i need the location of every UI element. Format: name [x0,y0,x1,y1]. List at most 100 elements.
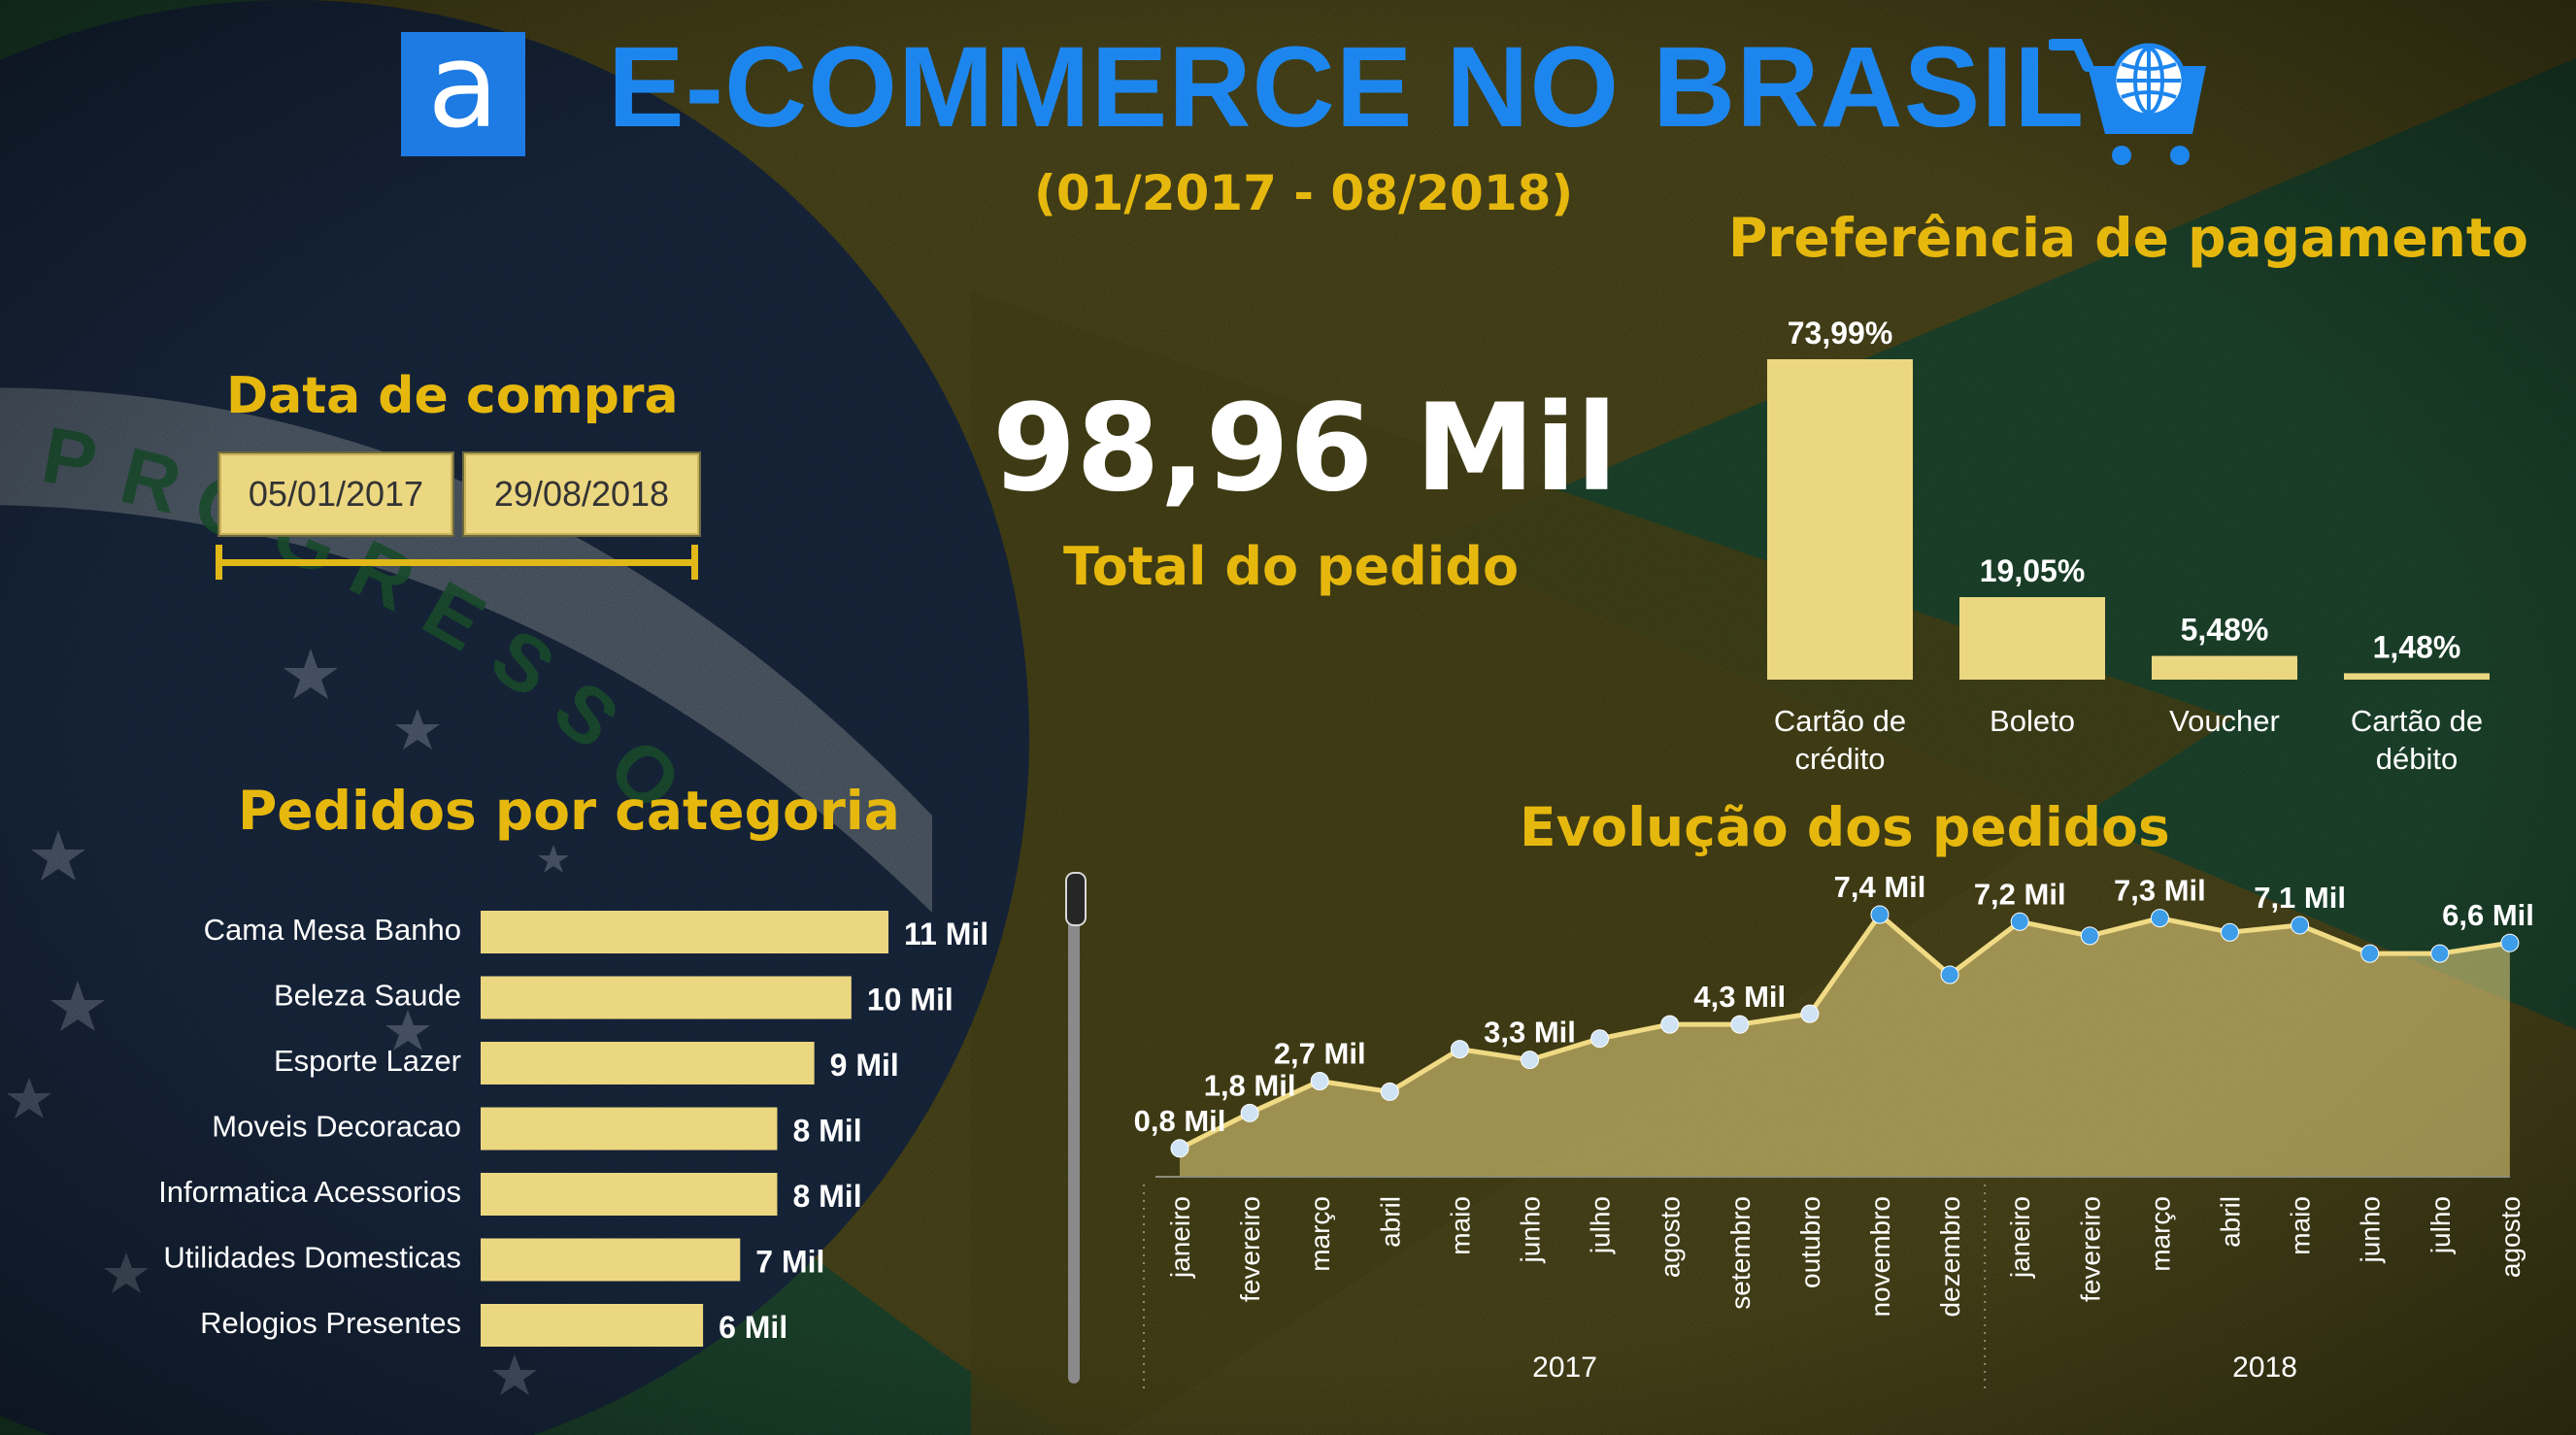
payment-bar [1767,359,1913,680]
month-tick-label: junho [2356,1196,2386,1264]
evolution-point [2010,912,2029,931]
total-orders-label: Total do pedido [1063,536,1520,597]
month-tick-label: novembro [1865,1196,1895,1318]
evolution-point [1590,1029,1610,1049]
date-filter-title: Data de compra [226,367,679,425]
evolution-point [2080,926,2099,946]
payment-category-label: débito [2376,742,2458,776]
category-label: Cama Mesa Banho [204,913,461,947]
category-bar [481,976,852,1019]
logo-letter: a [427,19,499,154]
payment-bar-chart: 73,99% Cartão de crédito 19,05% Boleto 5,48% V… [1767,316,2490,776]
payment-category-label: Voucher [2169,704,2280,738]
total-orders-value: 98,96 Mil [992,379,1618,518]
evolution-point-label: 2,7 Mil [1274,1036,1366,1070]
payment-bar-label: 73,99% [1788,316,1893,350]
payment-bar [2152,655,2297,680]
category-label: Beleza Saude [274,979,461,1013]
evolution-point-label: 7,3 Mil [2114,874,2206,908]
evolution-point-label: 3,3 Mil [1484,1016,1576,1050]
category-bar [481,1238,741,1282]
evolution-point [1521,1051,1539,1070]
evolution-point [2291,916,2310,935]
category-bar-chart: Cama Mesa Banho 11 Mil Beleza Saude 10 Mil E… [158,911,988,1347]
evolution-point [1310,1071,1329,1090]
month-tick-label: janeiro [2005,1196,2035,1279]
evolution-point [1870,905,1890,924]
category-bar-label: 7 Mil [755,1245,824,1280]
month-tick-label: agosto [1656,1196,1686,1278]
evolution-point [1380,1082,1399,1101]
month-tick-label: fevereiro [1235,1196,1265,1302]
evolution-point [1240,1103,1259,1122]
payment-category-label: Cartão de [2351,704,2483,738]
evolution-point [2500,933,2520,952]
evolution-point-label: 4,3 Mil [1693,980,1786,1014]
payment-category-label: crédito [1794,742,1885,776]
evolution-point [1940,965,1959,984]
month-tick-label: julho [2425,1196,2456,1254]
evolution-point [2360,944,2380,963]
month-tick-label: abril [1375,1196,1405,1248]
date-slider-end-handle[interactable] [691,545,698,580]
category-bar-label: 9 Mil [830,1048,899,1083]
category-label: Informatica Acessorios [158,1175,461,1209]
evolution-point [1170,1139,1189,1158]
category-label: Esporte Lazer [274,1044,461,1078]
period-subtitle: (01/2017 - 08/2018) [1034,165,1574,221]
brand-logo: a [401,19,525,156]
month-tick-label: outubro [1795,1196,1825,1288]
payment-bar [2344,673,2490,680]
evolution-chart-title: Evolução dos pedidos [1520,796,2170,858]
page-title: E-COMMERCE NO BRASIL [608,23,2086,151]
category-bar-label: 11 Mil [904,917,988,951]
evolution-point-label: 1,8 Mil [1204,1068,1296,1102]
payment-bar-label: 5,48% [2181,613,2269,648]
category-chart-title: Pedidos por categoria [238,780,900,842]
evolution-point-label: 7,2 Mil [1974,877,2066,911]
month-tick-label: março [2145,1196,2175,1272]
month-tick-label: fevereiro [2075,1196,2105,1302]
category-label: Moveis Decoracao [212,1110,461,1144]
date-range-slider[interactable] [219,559,695,566]
payment-bar-label: 19,05% [1980,553,2086,588]
category-label: Utilidades Domesticas [163,1241,461,1275]
category-bar-label: 8 Mil [792,1179,861,1214]
payment-chart-title: Preferência de pagamento [1728,207,2528,269]
category-label: Relogios Presentes [200,1306,461,1340]
evolution-point-label: 7,4 Mil [1834,874,1926,904]
evolution-point-label: 7,1 Mil [2254,881,2346,915]
category-bar [481,1042,815,1085]
payment-bar-label: 1,48% [2373,629,2461,664]
month-tick-label: junho [1516,1196,1546,1264]
evolution-area [1180,915,2510,1177]
evolution-point-label: 0,8 Mil [1134,1104,1226,1138]
year-group-label: 2018 [2232,1352,2297,1384]
category-bar-label: 10 Mil [867,983,953,1018]
year-group-label: 2017 [1532,1352,1597,1384]
category-bar-label: 8 Mil [792,1114,861,1149]
shopping-cart-globe-icon [2049,39,2206,165]
month-tick-label: maio [2286,1196,2316,1255]
evolution-point [2430,944,2450,963]
month-tick-label: agosto [2495,1196,2526,1278]
month-tick-label: março [1305,1196,1335,1272]
month-tick-label: setembro [1725,1196,1756,1310]
evolution-point [1450,1040,1469,1059]
month-tick-label: maio [1445,1196,1475,1255]
date-slider-start-handle[interactable] [216,545,222,580]
month-tick-label: dezembro [1935,1196,1965,1318]
category-scrollbar-thumb[interactable] [1065,872,1087,926]
date-start-input[interactable]: 05/01/2017 [219,453,452,535]
evolution-line [1178,911,2511,1151]
month-tick-label: julho [1586,1196,1616,1254]
month-tick-label: abril [2216,1196,2246,1248]
payment-category-label: Cartão de [1774,704,1906,738]
date-end-input[interactable]: 29/08/2018 [464,453,699,535]
payment-category-label: Boleto [1990,704,2075,738]
evolution-point [2221,922,2239,942]
category-scrollbar[interactable] [1068,874,1080,1384]
category-bar [481,1304,704,1347]
